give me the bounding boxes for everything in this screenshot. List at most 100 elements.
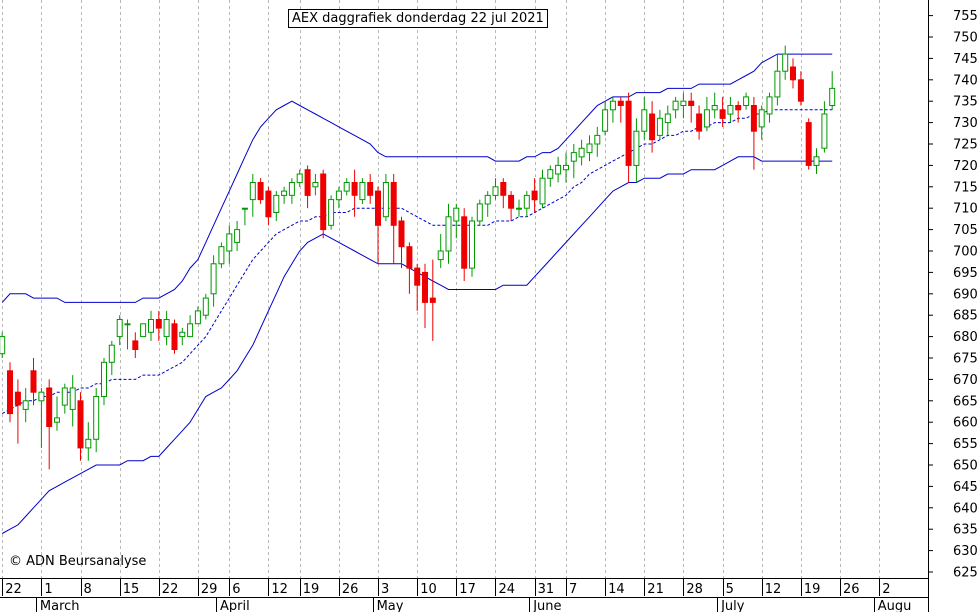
candle (163, 310, 170, 346)
candle (124, 319, 131, 350)
x-day-label: 26 (342, 582, 359, 597)
candle-body (743, 96, 750, 107)
candle (398, 216, 405, 269)
candle (22, 388, 29, 423)
candle-body (265, 190, 272, 218)
candle-body (241, 207, 248, 210)
candle-body (108, 344, 115, 363)
x-day-label: 29 (201, 582, 218, 597)
y-tick-label: 720 (953, 159, 978, 174)
candle-body (727, 105, 734, 115)
candle (602, 101, 609, 136)
candle (101, 358, 107, 406)
candle-body (69, 387, 76, 410)
x-day-label: 19 (303, 582, 320, 597)
candle (343, 178, 350, 196)
x-day-label: 22 (5, 582, 22, 597)
x-day-label: 21 (647, 582, 664, 597)
candle-body (351, 182, 358, 196)
x-day-label: 2 (882, 582, 890, 597)
candle (14, 379, 21, 444)
candle (234, 221, 241, 251)
y-tick-label: 745 (953, 52, 978, 67)
candle-body (132, 340, 139, 350)
candle-body (790, 66, 796, 81)
candle-body (14, 391, 21, 406)
candle-body (202, 297, 209, 316)
x-month-label: Augu (878, 599, 912, 612)
candle-body (7, 370, 13, 415)
candle (453, 203, 460, 239)
candle-body (696, 113, 703, 132)
candle-body (586, 143, 593, 154)
candle (116, 315, 123, 346)
candle (680, 92, 687, 119)
candle (617, 96, 624, 123)
candle-body (664, 113, 671, 124)
candle-body (516, 207, 522, 210)
candle (93, 388, 100, 453)
y-axis: 625 630 635 640 645 650 655 660 665 670 675 680 685 6… (928, 0, 978, 581)
candle (359, 178, 366, 204)
candle (492, 178, 499, 200)
x-month-label: May (377, 599, 404, 612)
y-tick-label: 655 (953, 437, 978, 452)
candle-body (797, 79, 804, 102)
candle (249, 174, 256, 217)
candle-body (555, 164, 562, 175)
candle (609, 96, 616, 123)
candle-body (22, 400, 29, 410)
x-month-label: July (720, 599, 745, 612)
candle-body (774, 70, 781, 98)
candle-body (508, 194, 515, 209)
candle (711, 92, 718, 119)
candle-body (750, 105, 757, 132)
candle (508, 191, 515, 221)
candle-body (234, 229, 241, 243)
candle-body (281, 190, 288, 196)
y-tick-label: 735 (953, 95, 978, 110)
candle (241, 207, 248, 226)
candle (69, 375, 76, 427)
candle-body (782, 53, 789, 72)
candle (563, 152, 569, 183)
x-day-label: 10 (420, 582, 437, 597)
candle (586, 135, 593, 162)
candle (171, 319, 178, 354)
candle (703, 96, 710, 132)
candle-body (484, 194, 491, 205)
y-tick-label: 710 (953, 202, 978, 217)
x-month-label: April (220, 599, 250, 612)
candle-body (343, 182, 350, 192)
candle (484, 191, 491, 217)
candle (140, 323, 147, 338)
candle-body (429, 297, 436, 303)
candle-body (61, 387, 68, 406)
candle (202, 293, 209, 320)
candle (226, 225, 233, 264)
candle (265, 186, 272, 226)
candle (790, 58, 796, 89)
y-tick-label: 665 (953, 394, 978, 409)
candle (77, 392, 84, 461)
x-axis: 22 1 8 15 22 29 6 12 19 26 3 10 17 24 31 7 14 21 28 5 12 19 26… (0, 578, 929, 612)
candle-body (766, 96, 773, 115)
candle-body (54, 417, 60, 423)
candle (422, 263, 428, 328)
candle (281, 186, 288, 204)
candle (148, 310, 154, 341)
candle (351, 169, 358, 217)
candle (727, 96, 734, 123)
candle (7, 362, 13, 423)
y-tick-label: 670 (953, 373, 978, 388)
x-day-label: 26 (843, 582, 860, 597)
candle (829, 71, 836, 110)
x-day-label: 24 (499, 582, 516, 597)
candle-body (437, 250, 444, 261)
candle (547, 165, 554, 187)
candle (85, 422, 92, 461)
x-day-label: 31 (538, 582, 555, 597)
y-tick-label: 755 (953, 9, 978, 24)
candle (523, 191, 530, 217)
candle (570, 144, 577, 179)
